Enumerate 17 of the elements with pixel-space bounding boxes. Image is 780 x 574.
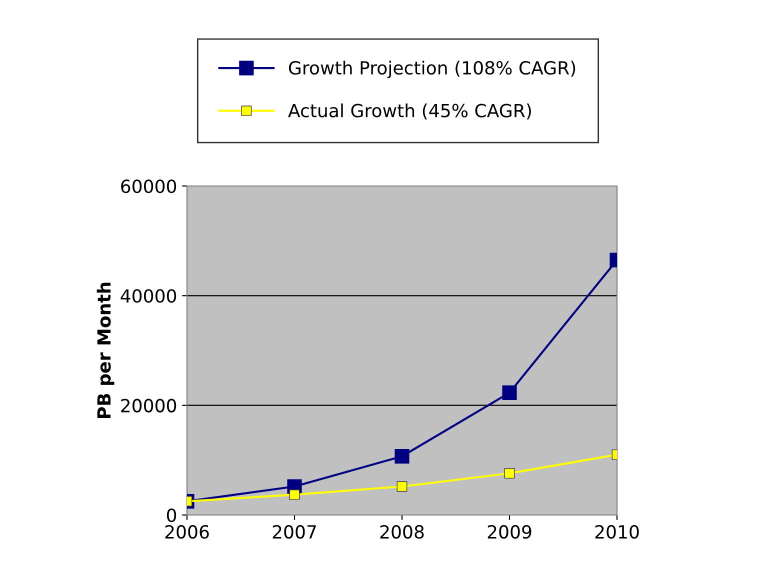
point <box>394 449 410 464</box>
y-tick-label: 20000 <box>121 398 176 412</box>
y-tick-label: 0 <box>166 508 176 522</box>
x-tick-label: 2008 <box>380 525 424 539</box>
point <box>502 385 517 400</box>
x-tick-label: 2006 <box>165 525 209 539</box>
x-tick-label: 2009 <box>488 525 532 539</box>
point <box>504 468 515 479</box>
point <box>289 490 300 500</box>
legend-label: Actual Growth (45% CAGR) <box>288 103 531 120</box>
x-tick-label: 2010 <box>595 525 639 539</box>
legend-label: Growth Projection (108% CAGR) <box>288 60 576 78</box>
point <box>396 481 408 492</box>
y-axis-title: PB per Month <box>96 282 114 418</box>
y-tick-label: 40000 <box>120 289 176 303</box>
x-tick-label: 2007 <box>272 525 316 539</box>
y-tick-label: 60000 <box>121 179 176 194</box>
